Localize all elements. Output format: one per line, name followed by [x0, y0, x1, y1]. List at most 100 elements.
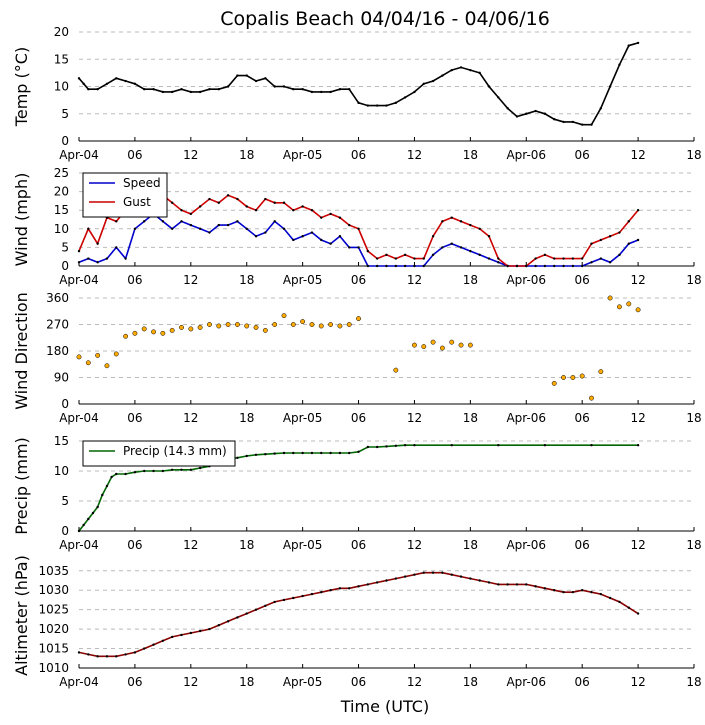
data-point [459, 575, 463, 578]
data-point [590, 123, 593, 126]
y-tick-label: 1035 [38, 564, 69, 578]
data-point [301, 451, 304, 455]
data-point [161, 220, 165, 223]
data-point [170, 227, 174, 230]
data-point [143, 88, 146, 91]
data-point [534, 109, 537, 113]
y-axis-label: Wind (mph) [12, 173, 31, 267]
data-point [497, 96, 500, 99]
data-point [431, 235, 435, 238]
data-point [562, 257, 565, 260]
data-point [179, 324, 184, 330]
x-tick-label: Apr-05 [283, 273, 323, 287]
data-point [254, 608, 258, 611]
x-tick-label: Apr-05 [283, 675, 323, 689]
data-point [413, 257, 416, 260]
data-point [393, 367, 399, 373]
data-point [571, 257, 575, 260]
data-point [328, 322, 334, 327]
series-line [78, 444, 639, 532]
data-point [366, 264, 370, 268]
data-point [403, 96, 407, 99]
data-point [254, 235, 258, 238]
y-tick-label: 5 [61, 107, 69, 121]
data-point [236, 220, 239, 223]
data-point [236, 456, 239, 459]
data-point [543, 253, 547, 257]
data-point [450, 573, 453, 576]
data-point [226, 620, 230, 623]
x-tick-label: 12 [630, 675, 645, 689]
data-point [394, 264, 398, 268]
data-point [441, 571, 444, 574]
x-tick-label: 18 [463, 273, 478, 287]
y-tick-label: 20 [54, 185, 69, 199]
x-tick-label: 06 [351, 273, 366, 287]
x-tick-label: 18 [239, 411, 254, 425]
y-tick-label: 20 [54, 25, 69, 39]
data-point [617, 304, 622, 310]
data-point [152, 643, 155, 646]
data-point [469, 249, 472, 253]
data-point [87, 257, 90, 260]
data-point [608, 596, 612, 600]
data-point [254, 79, 258, 83]
data-point [412, 342, 417, 348]
data-point [320, 216, 323, 219]
data-point [292, 209, 295, 212]
data-point [618, 63, 621, 66]
data-point [282, 201, 286, 204]
data-point [346, 322, 352, 327]
data-point [403, 444, 407, 447]
data-point [189, 212, 193, 216]
data-point [431, 571, 435, 574]
data-point [143, 220, 146, 223]
data-point [421, 344, 427, 350]
data-point [245, 227, 248, 230]
data-point [87, 88, 90, 91]
data-point [441, 246, 444, 249]
x-tick-label: 06 [351, 675, 366, 689]
data-point [506, 264, 509, 268]
x-tick-label: 06 [127, 273, 142, 287]
data-point [348, 223, 351, 227]
data-point [635, 307, 641, 313]
data-point [356, 316, 361, 322]
data-point [281, 313, 287, 319]
data-point [180, 220, 183, 223]
x-tick-label: 12 [407, 148, 422, 162]
data-point [264, 453, 267, 456]
data-point [348, 88, 351, 91]
x-tick-label: 12 [183, 538, 198, 552]
data-point [143, 647, 146, 650]
x-tick-label: 12 [407, 273, 422, 287]
data-point [598, 369, 604, 375]
data-point [551, 380, 557, 386]
x-tick-label: Apr-06 [506, 538, 546, 552]
data-point [348, 587, 351, 590]
data-point [264, 604, 267, 607]
data-point [571, 264, 575, 268]
x-tick-label: 12 [630, 538, 645, 552]
data-point [320, 238, 323, 242]
data-point [161, 90, 165, 94]
x-tick-label: 06 [351, 411, 366, 425]
x-tick-label: 18 [686, 675, 701, 689]
data-point [180, 468, 183, 471]
data-point [403, 253, 407, 257]
data-point [225, 322, 231, 327]
x-tick-label: Apr-06 [506, 273, 546, 287]
y-tick-label: 360 [46, 291, 69, 305]
data-point [579, 373, 585, 379]
y-tick-label: 270 [46, 318, 69, 332]
data-point [216, 323, 222, 329]
data-point [478, 253, 481, 257]
x-tick-label: 12 [407, 675, 422, 689]
data-point [91, 511, 95, 515]
x-tick-label: 06 [127, 148, 142, 162]
y-tick-label: 0 [61, 397, 69, 411]
y-tick-label: 15 [54, 203, 69, 217]
x-tick-label: 06 [127, 675, 142, 689]
data-point [236, 616, 239, 619]
data-point [599, 257, 603, 260]
